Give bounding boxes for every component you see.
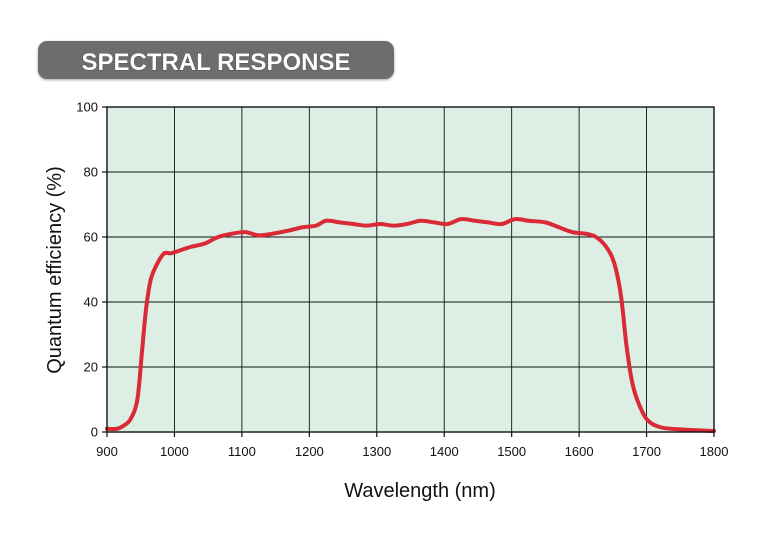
plot-area <box>107 107 714 432</box>
x-tick-label-1700: 1700 <box>632 444 661 459</box>
x-tick-label-1800: 1800 <box>700 444 729 459</box>
x-tick-label-1300: 1300 <box>362 444 391 459</box>
chart-title-badge: SPECTRAL RESPONSE <box>38 41 394 79</box>
y-axis-label: Quantum efficiency (%) <box>44 166 66 374</box>
x-tick-label-1400: 1400 <box>430 444 459 459</box>
y-axis-tick-labels: 0 20 40 60 80 100 <box>76 100 98 440</box>
y-tick-label-60: 60 <box>84 230 98 245</box>
plot-frame <box>106 106 715 433</box>
x-tick-label-1200: 1200 <box>295 444 324 459</box>
x-tick-label-1500: 1500 <box>497 444 526 459</box>
y-tick-label-20: 20 <box>84 360 98 375</box>
y-tick-label-80: 80 <box>84 165 98 180</box>
x-tick-label-1100: 1100 <box>228 444 256 459</box>
y-tick-label-0: 0 <box>91 425 98 440</box>
x-tick-label-900: 900 <box>96 444 118 459</box>
x-axis-tick-labels: 900 1000 1100 1200 1300 1400 1500 1600 1700 1800 <box>96 444 728 459</box>
x-tick-label-1600: 1600 <box>565 444 594 459</box>
grid-lines <box>107 107 714 432</box>
chart-title: SPECTRAL RESPONSE <box>82 49 351 76</box>
quantum-efficiency-line <box>105 217 716 434</box>
x-axis-label: Wavelength (nm) <box>344 480 496 502</box>
y-tick-label-40: 40 <box>84 295 98 310</box>
x-tick-label-1000: 1000 <box>160 444 189 459</box>
title-badge-background <box>38 41 394 79</box>
y-tick-label-100: 100 <box>76 100 98 115</box>
axis-ticks <box>102 106 715 437</box>
